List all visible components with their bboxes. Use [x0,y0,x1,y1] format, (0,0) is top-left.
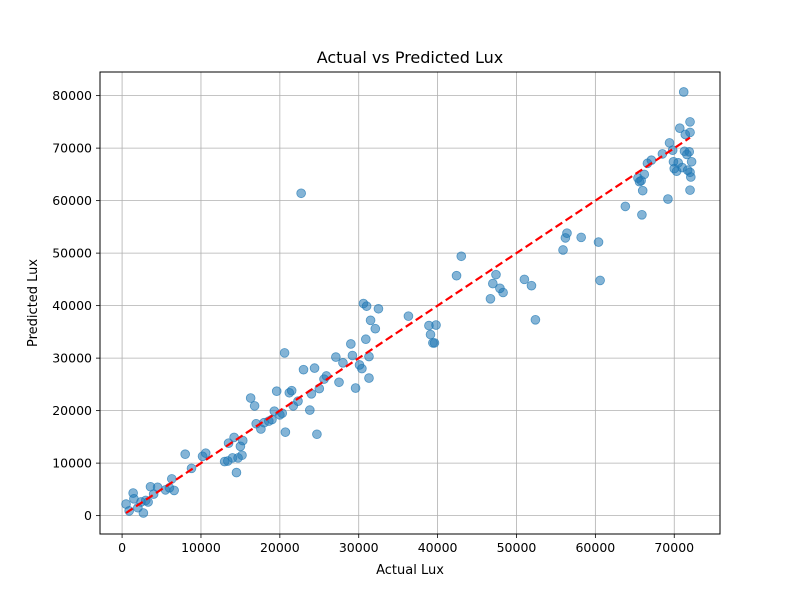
data-point [279,348,290,358]
y-tick-label: 50000 [52,246,92,261]
data-point [364,373,374,383]
data-point [491,269,501,280]
data-point [338,358,348,368]
x-tick-label: 0 [118,540,126,555]
data-point [237,450,247,461]
data-point [684,147,695,157]
data-point [530,314,541,325]
x-tick-label: 70000 [654,540,694,555]
y-tick-label: 40000 [52,298,92,313]
data-point [558,245,568,255]
y-tick-label: 30000 [52,351,92,366]
data-point [498,287,508,298]
y-tick-label: 70000 [52,141,92,156]
grid [100,72,720,534]
data-point [286,385,297,396]
data-point [305,405,315,415]
data-point [180,449,190,460]
data-point [200,448,211,458]
data-point [309,363,320,373]
data-point [229,432,239,443]
data-point [620,201,631,212]
data-point [361,334,371,345]
data-point [485,293,496,304]
x-tick-label: 40000 [418,540,458,555]
data-point [667,145,678,156]
data-point [312,429,322,440]
data-point [271,386,282,397]
data-point [298,364,309,375]
data-point [373,303,384,314]
data-point [674,123,685,133]
y-tick-label: 20000 [52,403,92,418]
axis-ticks: 0 10000 20000 30000 40000 50000 60000 70000 0 100… [52,88,694,555]
data-point [231,467,242,478]
plot-frame [99,71,721,535]
x-tick-label: 10000 [181,540,221,555]
data-point [562,228,572,238]
y-tick-label: 10000 [52,456,92,471]
data-point [637,210,647,220]
data-point [431,320,441,330]
data-point [488,278,498,289]
data-point [637,185,648,196]
data-point [678,87,689,97]
data-point [685,117,695,127]
data-point [138,508,149,518]
data-point [685,185,695,195]
data-point [593,237,604,247]
data-point [370,323,381,334]
x-tick-label: 50000 [497,540,537,555]
data-point [451,270,462,281]
data-point [425,329,436,340]
y-axis-label: Predicted Lux [26,259,41,347]
x-tick-label: 60000 [575,540,615,555]
data-point [357,363,367,374]
data-point [346,339,356,349]
data-point [576,232,586,243]
y-tick-label: 0 [84,508,92,523]
data-point [334,377,344,388]
data-point [361,301,372,311]
data-point [331,352,341,362]
data-point [169,485,179,496]
data-point [350,383,361,393]
y-tick-label: 60000 [52,193,92,208]
data-point [456,251,467,262]
data-point [245,393,256,403]
data-points [121,87,697,518]
data-point [686,156,697,167]
data-point [595,275,605,286]
x-tick-label: 30000 [339,540,379,555]
x-tick-label: 20000 [260,540,300,555]
data-point [685,127,695,138]
data-point [526,280,537,291]
reference-line [125,136,691,514]
chart-title: Actual vs Predicted Lux [317,48,504,67]
data-point [686,172,696,182]
data-point [639,169,650,180]
data-point [403,311,414,321]
data-point [365,315,376,326]
x-axis-label: Actual Lux [376,563,444,578]
data-point [249,401,260,411]
data-point [519,274,530,285]
data-point [429,338,440,348]
data-point [347,350,358,361]
data-point [663,194,673,204]
data-point [296,188,306,199]
y-tick-label: 80000 [52,88,92,103]
data-point [280,427,291,437]
